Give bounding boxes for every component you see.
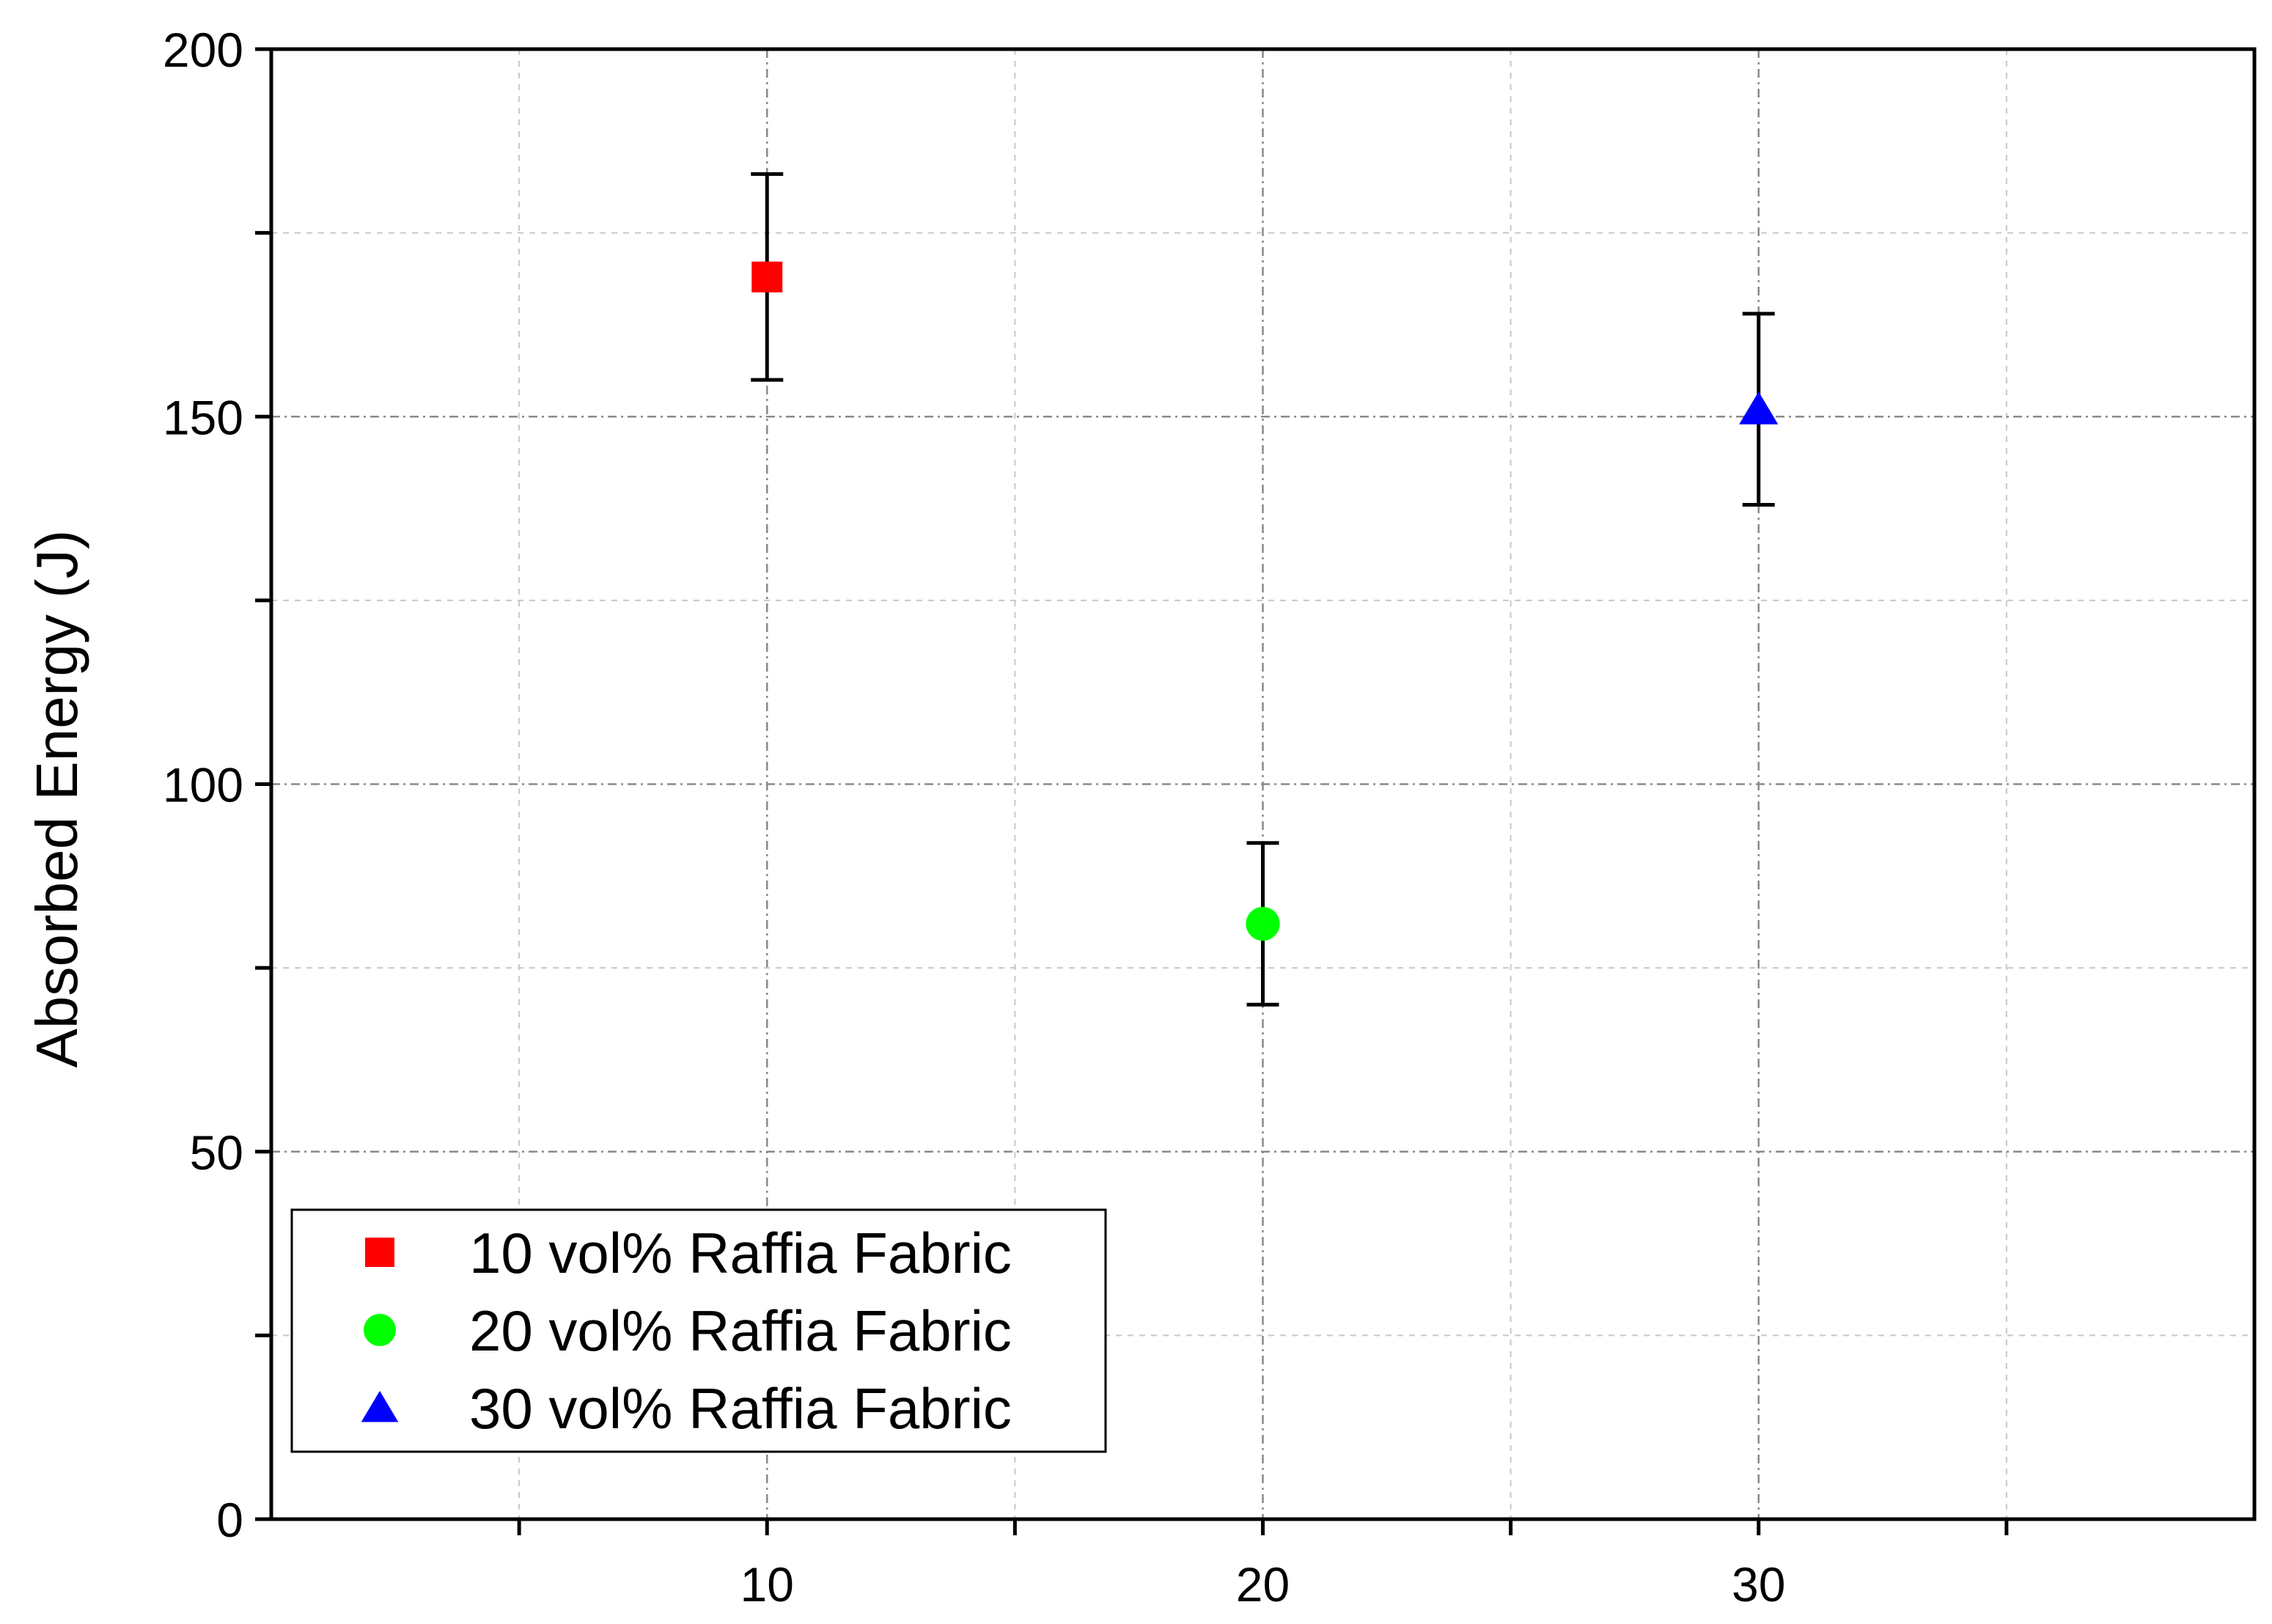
data-points xyxy=(751,261,1779,941)
legend-label: 10 vol% Raffia Fabric xyxy=(469,1221,1012,1285)
y-tick-label: 50 xyxy=(190,1125,243,1180)
legend-marker-triangle xyxy=(361,1391,399,1422)
legend-label: 20 vol% Raffia Fabric xyxy=(469,1298,1012,1363)
legend-label: 30 vol% Raffia Fabric xyxy=(469,1376,1012,1441)
x-tick-label: 30 xyxy=(1732,1557,1785,1612)
x-tick-label: 20 xyxy=(1236,1557,1290,1612)
data-point-circle xyxy=(1246,906,1280,941)
legend: 10 vol% Raffia Fabric 20 vol% Raffia Fabr… xyxy=(290,1208,1107,1453)
axis-ticks xyxy=(255,47,2009,1535)
y-tick-label: 100 xyxy=(163,758,243,812)
y-tick-label: 200 xyxy=(163,23,243,77)
legend-marker-square xyxy=(365,1238,394,1267)
y-tick-label: 150 xyxy=(163,390,243,444)
tick-labels: 10 20 30 0 50 100 150 200 xyxy=(163,23,1786,1612)
data-point-square xyxy=(751,261,783,293)
plot-frame xyxy=(269,47,2257,1521)
legend-marker-circle xyxy=(364,1314,396,1346)
data-point-triangle xyxy=(1739,392,1779,425)
legend-box xyxy=(290,1208,1107,1453)
x-tick-label: 10 xyxy=(740,1557,794,1612)
y-tick-label: 0 xyxy=(216,1493,243,1547)
y-axis-title: Absorbed Energy (J) xyxy=(24,530,89,1068)
